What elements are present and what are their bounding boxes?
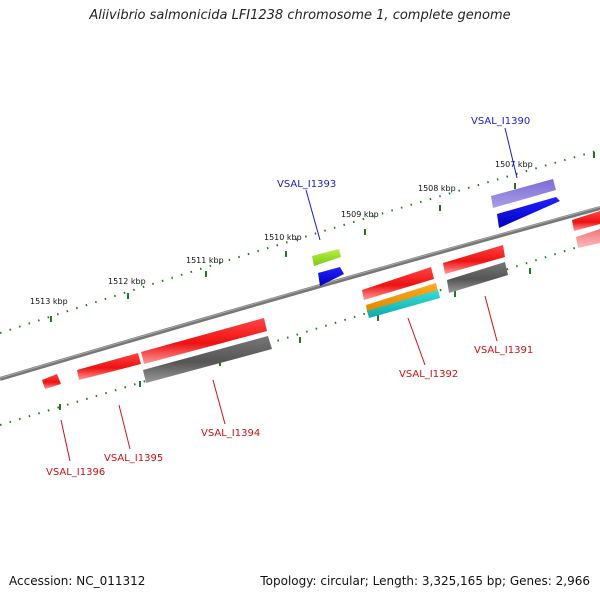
feature-vsal-i1390-purple[interactable]	[491, 179, 556, 208]
gene-label-vsal-i1394[interactable]: VSAL_I1394	[201, 428, 260, 439]
feature-edge-pink[interactable]	[576, 229, 600, 248]
feature-vsal-i1392-red[interactable]	[362, 267, 434, 300]
feature-vsal-i1391-gray[interactable]	[447, 262, 508, 293]
feature-vsal-i1396[interactable]	[42, 374, 61, 389]
feature-vsal-i1393-green[interactable]	[312, 249, 341, 266]
feature-vsal-i1393-blue[interactable]	[318, 267, 344, 286]
chromosome-backbone	[0, 206, 600, 381]
gene-label-vsal-i1392[interactable]: VSAL_I1392	[399, 369, 458, 380]
inner-tick-track	[0, 239, 600, 426]
tick-label-1511: 1511 kbp	[186, 256, 224, 265]
feature-vsal-i1390-blue[interactable]	[497, 197, 560, 228]
genome-summary-text: Topology: circular; Length: 3,325,165 bp…	[260, 574, 590, 588]
feature-vsal-i1395[interactable]	[77, 353, 141, 380]
chromosome-backbone-highlight	[0, 206, 600, 379]
tick-label-1512: 1512 kbp	[108, 277, 146, 286]
gene-label-vsal-i1391[interactable]: VSAL_I1391	[474, 345, 533, 356]
feature-vsal-i1392-orange[interactable]	[366, 283, 438, 312]
tick-label-1508: 1508 kbp	[418, 184, 456, 193]
tick-label-1509: 1509 kbp	[341, 210, 379, 219]
accession-text: Accession: NC_011312	[9, 574, 146, 588]
gene-label-vsal-i1396[interactable]: VSAL_I1396	[46, 467, 105, 478]
feature-vsal-i1391-red[interactable]	[443, 245, 505, 274]
reverse-leader-lines	[60, 295, 498, 462]
outer-major-ticks	[50, 152, 595, 322]
gene-label-vsal-i1390[interactable]: VSAL_I1390	[471, 116, 530, 127]
tick-label-1513: 1513 kbp	[30, 297, 68, 306]
tick-label-1510: 1510 kbp	[264, 233, 302, 242]
feature-vsal-i1394-gray[interactable]	[143, 336, 272, 383]
gene-label-vsal-i1393[interactable]: VSAL_I1393	[277, 179, 336, 190]
feature-vsal-i1394-red[interactable]	[141, 318, 267, 364]
feature-vsal-i1392-cyan[interactable]	[367, 290, 440, 318]
feature-edge-red[interactable]	[572, 211, 600, 231]
forward-leader-lines	[305, 127, 518, 241]
page-title: Aliivibrio salmonicida LFI1238 chromosom…	[89, 8, 511, 23]
gene-label-vsal-i1395[interactable]: VSAL_I1395	[104, 453, 163, 464]
